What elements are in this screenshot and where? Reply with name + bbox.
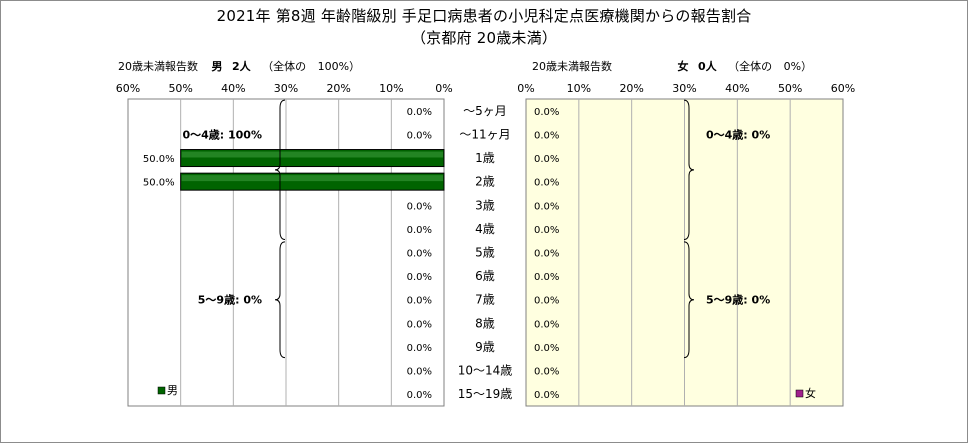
male-axis-tick-label: 10%: [379, 82, 403, 95]
male-value-label: 0.0%: [407, 249, 432, 260]
female-value-label: 0.0%: [534, 319, 559, 330]
male-axis-tick-label: 40%: [221, 82, 245, 95]
female-age-group-label: 0～4歳: 0%: [706, 127, 770, 141]
female-value-label: 0.0%: [534, 201, 559, 212]
male-age-group-brace: [274, 99, 286, 241]
female-age-group-brace: [683, 241, 695, 359]
female-header-share-prefix: （全体の: [728, 60, 773, 73]
female-value-label: 0.0%: [534, 343, 559, 354]
female-age-group-brace: [683, 99, 695, 241]
female-value-label: 0.0%: [534, 107, 559, 118]
male-bar-highlight: [181, 175, 443, 182]
age-category-label: 4歳: [475, 222, 495, 236]
male-value-label: 50.0%: [143, 154, 175, 165]
male-axis-tick-label: 50%: [168, 82, 192, 95]
female-value-label: 0.0%: [534, 367, 559, 378]
age-category-label: 5歳: [475, 246, 495, 260]
male-axis-tick-label: 20%: [326, 82, 350, 95]
male-age-group-label: 0～4歳: 100%: [182, 127, 262, 141]
female-value-label: 0.0%: [534, 272, 559, 283]
age-category-label: 3歳: [475, 198, 495, 212]
male-header-share: 100%）: [317, 60, 361, 73]
female-axis-tick-label: 0%: [517, 82, 534, 95]
male-header-label: 20歳未満報告数: [118, 60, 198, 73]
female-value-label: 0.0%: [534, 154, 559, 165]
male-age-group-label: 5～9歳: 0%: [198, 293, 262, 307]
male-value-label: 0.0%: [407, 319, 432, 330]
male-header-count: 2人: [232, 60, 251, 73]
age-category-label: 15～19歳: [458, 387, 513, 401]
female-age-group-label: 5～9歳: 0%: [706, 293, 770, 307]
age-category-label: 7歳: [475, 293, 495, 307]
female-value-label: 0.0%: [534, 130, 559, 141]
male-axis-tick-label: 30%: [274, 82, 298, 95]
female-axis-tick-label: 50%: [778, 82, 802, 95]
male-value-label: 0.0%: [407, 296, 432, 307]
female-value-label: 0.0%: [534, 296, 559, 307]
male-axis-tick-label: 60%: [116, 82, 140, 95]
age-category-label: 1歳: [475, 151, 495, 165]
female-header-count: 0人: [698, 60, 717, 73]
male-value-label: 0.0%: [407, 130, 432, 141]
female-value-label: 0.0%: [534, 178, 559, 189]
female-header: 20歳未満報告数 女 0人 （全体の 0%）: [532, 58, 812, 74]
female-legend-swatch: [795, 389, 804, 398]
age-category-label: ～5ヶ月: [463, 104, 507, 118]
age-category-label: 9歳: [475, 340, 495, 354]
age-category-label: 8歳: [475, 316, 495, 330]
male-axis-tick-label: 0%: [435, 82, 452, 95]
male-value-label: 0.0%: [407, 272, 432, 283]
male-bar-highlight: [181, 151, 443, 158]
male-value-label: 0.0%: [407, 390, 432, 401]
male-header: 20歳未満報告数 男 2人 （全体の 100%）: [118, 58, 360, 74]
female-header-label: 20歳未満報告数: [532, 60, 612, 73]
female-header-sex: 女: [677, 60, 689, 73]
female-axis-tick-label: 20%: [619, 82, 643, 95]
female-axis-tick-label: 30%: [672, 82, 696, 95]
female-value-label: 0.0%: [534, 249, 559, 260]
female-header-share: 0%）: [783, 60, 813, 73]
age-category-label: 6歳: [475, 269, 495, 283]
female-axis-tick-label: 10%: [567, 82, 591, 95]
female-axis-tick-label: 40%: [725, 82, 749, 95]
male-legend-swatch: [157, 386, 166, 395]
male-value-label: 0.0%: [407, 107, 432, 118]
age-category-label: ～11ヶ月: [459, 127, 510, 141]
chart-subtitle: （京都府 20歳未満）: [410, 29, 558, 47]
male-header-share-prefix: （全体の: [262, 60, 307, 73]
male-value-label: 0.0%: [407, 343, 432, 354]
male-value-label: 50.0%: [143, 178, 175, 189]
age-category-label: 2歳: [475, 175, 495, 189]
male-legend-label: 男: [167, 384, 178, 397]
age-category-label: 10～14歳: [458, 364, 513, 378]
female-axis-tick-label: 60%: [831, 82, 855, 95]
female-legend-label: 女: [805, 386, 816, 400]
male-value-label: 0.0%: [407, 367, 432, 378]
female-value-label: 0.0%: [534, 390, 559, 401]
female-value-label: 0.0%: [534, 225, 559, 236]
male-header-sex: 男: [211, 60, 223, 73]
male-value-label: 0.0%: [407, 225, 432, 236]
male-value-label: 0.0%: [407, 201, 432, 212]
male-age-group-brace: [274, 241, 286, 359]
chart-title: 2021年 第8週 年齢階級別 手足口病患者の小児科定点医療機関からの報告割合: [216, 7, 752, 25]
